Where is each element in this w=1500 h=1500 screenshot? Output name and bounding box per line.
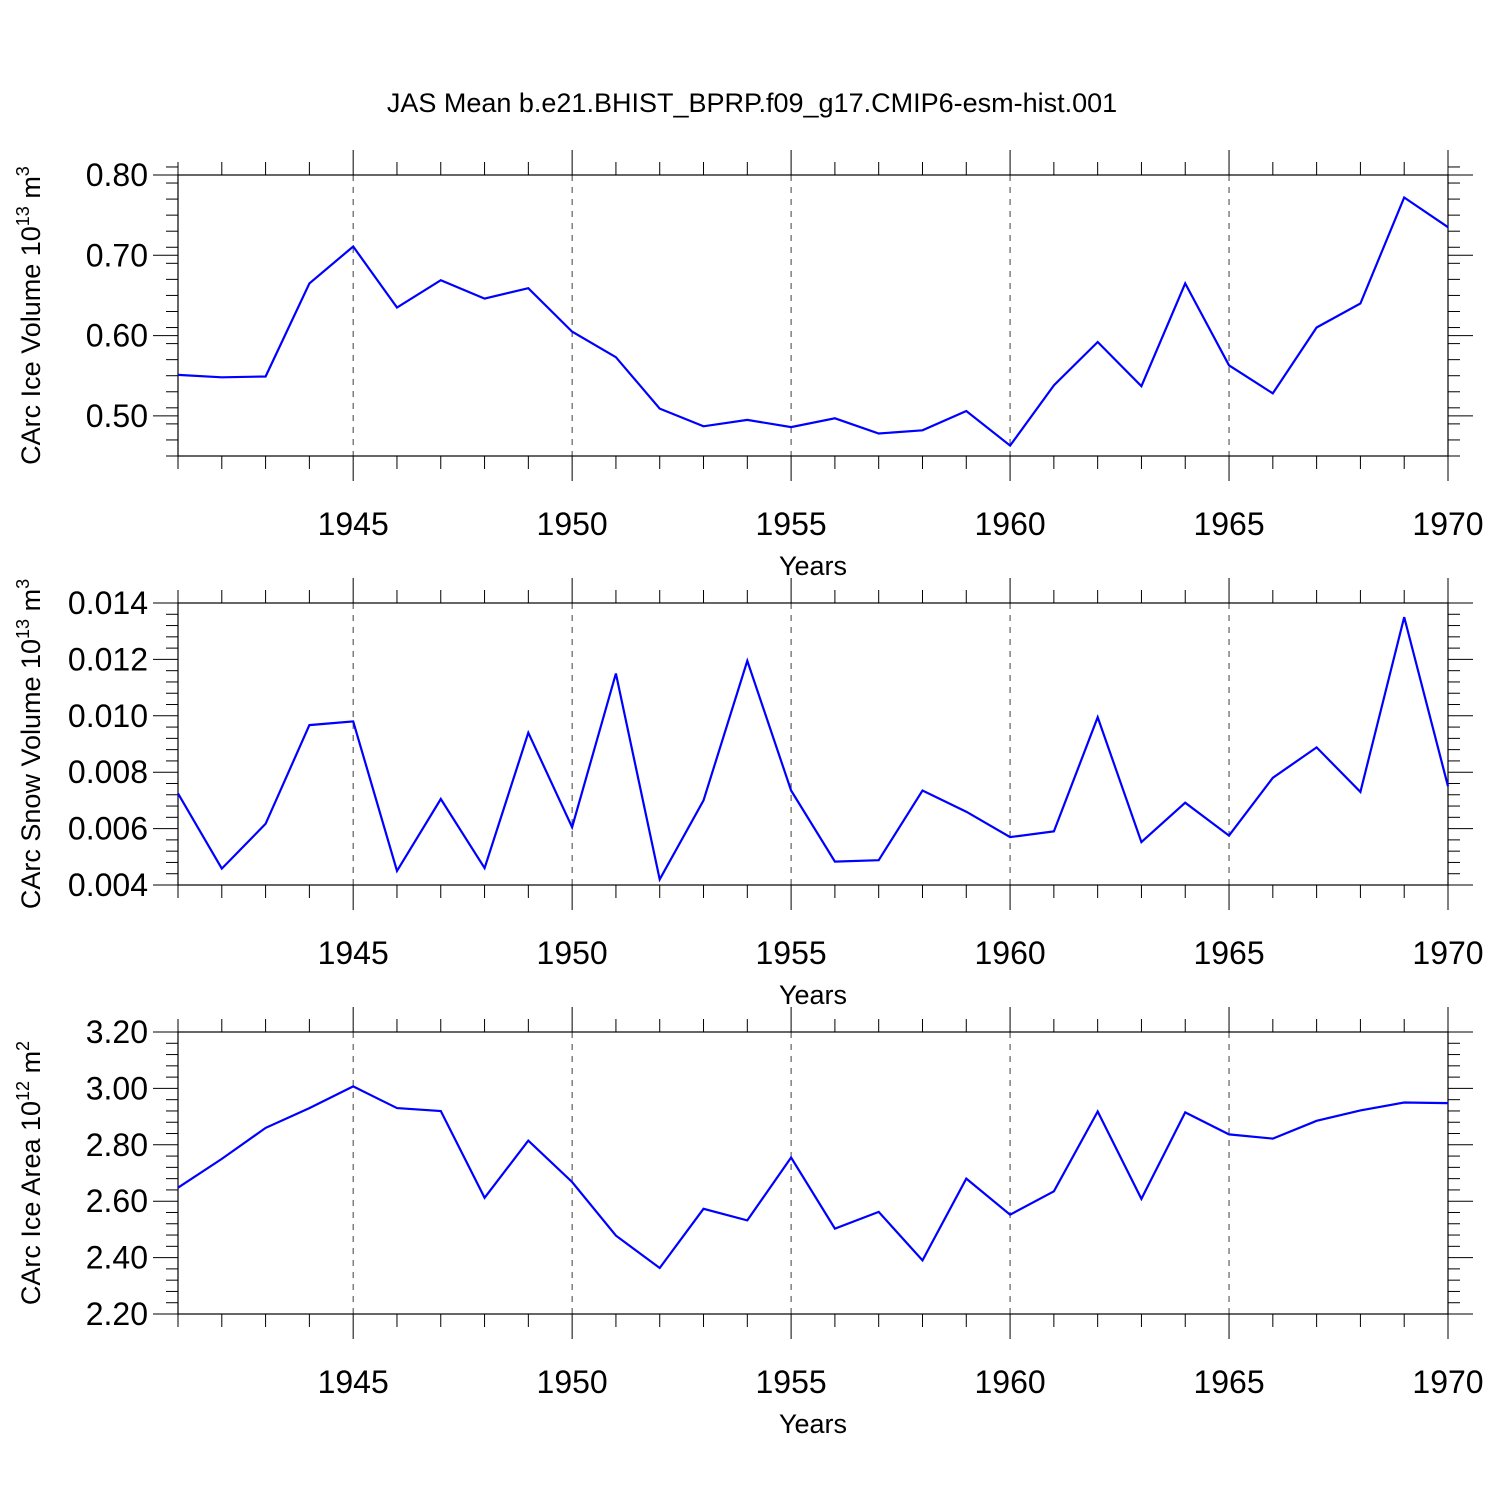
y-axis-label-exponent: 12 (13, 1081, 33, 1101)
series-line (177, 195, 1449, 448)
y-tick-label: 0.014 (68, 585, 148, 621)
x-tick-label: 1965 (1193, 935, 1264, 971)
x-tick-label: 1945 (318, 506, 389, 542)
y-tick-label: 0.012 (68, 641, 148, 677)
panel-1: 0.50 0.60 0.70 0.80 1945 1950 1955 1960 1965 1970… (13, 150, 1484, 581)
x-tick-label: 1970 (1412, 506, 1483, 542)
y-axis-label-text: CArc Ice Volume 10 (16, 226, 46, 465)
chart-title: JAS Mean b.e21.BHIST_BPRP.f09_g17.CMIP6-… (387, 88, 1117, 118)
x-tick-label: 1950 (537, 1364, 608, 1400)
y-axis-label: CArc Ice Area 1012 m2 (13, 1041, 46, 1305)
x-tick-label: 1955 (756, 935, 827, 971)
x-tick-label: 1970 (1412, 935, 1483, 971)
y-axis-label-unit: m (16, 1051, 46, 1081)
y-axis-label: CArc Snow Volume 1013 m3 (13, 579, 46, 909)
y-tick-label: 0.004 (68, 867, 148, 903)
x-tick-label: 1965 (1193, 506, 1264, 542)
y-tick-label: 0.80 (86, 157, 148, 193)
x-tick-label: 1955 (756, 506, 827, 542)
y-axis-label-unit: m (16, 176, 46, 206)
y-tick-label: 0.50 (86, 398, 148, 434)
x-axis-label: Years (779, 1409, 847, 1439)
y-tick-label: 2.80 (86, 1127, 148, 1163)
y-axis-label-unit-exponent: 3 (13, 579, 33, 589)
y-axis-label: CArc Ice Volume 1013 m3 (13, 166, 46, 465)
y-tick-label: 0.008 (68, 754, 148, 790)
series-line (177, 1085, 1449, 1270)
x-tick-label: 1950 (537, 935, 608, 971)
y-tick-label: 3.00 (86, 1070, 148, 1106)
y-tick-label: 2.60 (86, 1183, 148, 1219)
y-tick-label: 0.70 (86, 237, 148, 273)
panel-3: 2.20 2.40 2.60 2.80 3.00 3.20 1945 1950 1955 1960… (13, 1007, 1484, 1439)
y-tick-label: 0.006 (68, 811, 148, 847)
x-tick-label: 1960 (974, 1364, 1045, 1400)
y-axis-label-text: CArc Snow Volume 10 (16, 639, 46, 909)
y-axis-label-text: CArc Ice Area 10 (16, 1101, 46, 1305)
y-tick-label: 3.20 (86, 1014, 148, 1050)
series-line (177, 616, 1450, 883)
y-tick-label: 2.20 (86, 1296, 148, 1332)
x-tick-label: 1945 (318, 935, 389, 971)
plot-frame (177, 1031, 1449, 1315)
y-tick-label: 0.010 (68, 698, 148, 734)
panel-2: 0.004 0.006 0.008 0.010 0.012 0.014 1945 1950 19… (13, 578, 1484, 1010)
x-tick-label: 1960 (974, 935, 1045, 971)
x-axis-label: Years (779, 551, 847, 581)
x-axis-label: Years (779, 980, 847, 1010)
x-tick-label: 1955 (756, 1364, 827, 1400)
y-axis-label-exponent: 13 (13, 619, 33, 639)
x-tick-label: 1960 (974, 506, 1045, 542)
plot-frame (177, 602, 1449, 886)
x-tick-label: 1950 (537, 506, 608, 542)
x-tick-label: 1945 (318, 1364, 389, 1400)
y-axis-label-unit-exponent: 2 (13, 1041, 33, 1051)
y-axis-label-unit: m (16, 589, 46, 619)
y-axis-label-exponent: 13 (13, 206, 33, 226)
plot-frame (177, 174, 1449, 457)
x-tick-label: 1970 (1412, 1364, 1483, 1400)
y-tick-label: 0.60 (86, 318, 148, 354)
y-axis-label-unit-exponent: 3 (13, 166, 33, 176)
y-tick-label: 2.40 (86, 1240, 148, 1276)
panels: 0.50 0.60 0.70 0.80 1945 1950 1955 1960 1965 1970… (13, 150, 1484, 1439)
x-tick-label: 1965 (1193, 1364, 1264, 1400)
